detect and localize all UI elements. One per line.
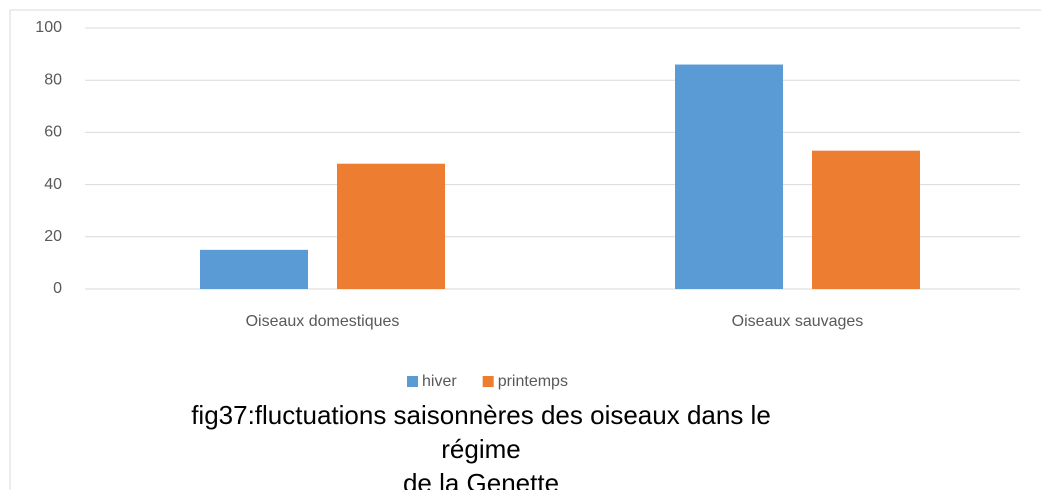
bar — [812, 150, 920, 289]
legend-swatch — [407, 376, 418, 387]
y-tick-label: 40 — [44, 176, 62, 193]
y-tick-label: 80 — [44, 71, 62, 88]
x-tick-label: Oiseaux sauvages — [732, 313, 864, 330]
y-tick-label: 100 — [35, 19, 62, 36]
legend-swatch — [482, 376, 494, 387]
bar — [200, 249, 308, 289]
legend-label: printemps — [498, 373, 568, 390]
bar — [337, 163, 445, 289]
y-tick-label: 60 — [44, 124, 62, 141]
chart-title: fig37:fluctuations saisonnères des oisea… — [191, 400, 771, 490]
x-tick-label: Oiseaux domestiques — [246, 313, 400, 330]
legend-label: hiver — [422, 373, 457, 390]
y-tick-label: 0 — [53, 280, 62, 297]
bar — [675, 64, 783, 289]
y-tick-label: 20 — [44, 228, 62, 245]
